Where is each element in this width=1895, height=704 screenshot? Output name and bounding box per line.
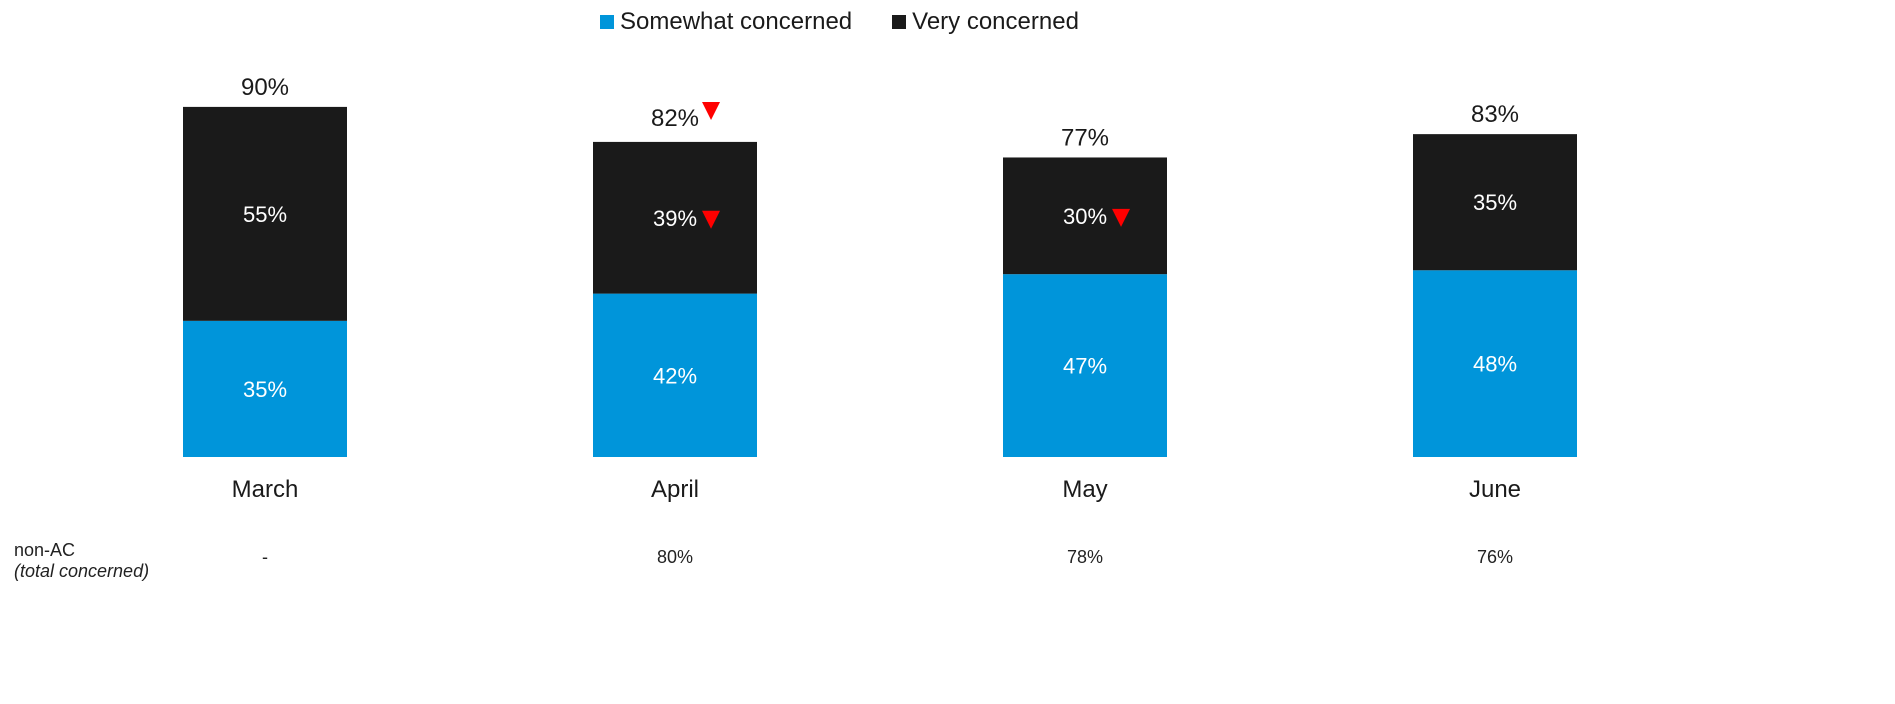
decrease-marker-total-april [702, 102, 721, 121]
data-label-somewhat-may: 47% [1063, 354, 1107, 379]
legend-item-somewhat: Somewhat concerned [600, 8, 852, 36]
legend-item-very: Very concerned [892, 8, 1079, 36]
data-label-somewhat-june: 48% [1473, 352, 1517, 377]
bar-very-may [1003, 157, 1167, 275]
non-ac-value-may: 78% [1067, 547, 1103, 567]
decrease-marker-very-may [1112, 208, 1131, 227]
bar-somewhat-april [593, 293, 757, 457]
total-label-may: 77% [1061, 124, 1109, 151]
non-ac-sublabel: (total concerned) [14, 561, 150, 581]
legend-swatch-very [892, 15, 907, 29]
legend-label-somewhat: Somewhat concerned [620, 8, 853, 35]
non-ac-row-label: non-AC (total concerned) [14, 540, 149, 582]
data-label-somewhat-april: 42% [653, 363, 697, 388]
non-ac-value-june: 76% [1477, 547, 1513, 567]
bar-very-march [183, 106, 347, 321]
total-label-june: 83% [1471, 101, 1519, 128]
bar-very-june [1413, 134, 1577, 271]
chart-legend: Somewhat concerned Very concerned [600, 8, 1119, 36]
non-ac-value-april: 80% [657, 547, 693, 567]
bar-somewhat-may [1003, 274, 1167, 457]
data-label-very-june: 35% [1473, 190, 1517, 215]
data-label-very-may: 30% [1063, 204, 1107, 229]
non-ac-label: non-AC [14, 540, 76, 560]
bar-somewhat-june [1413, 270, 1577, 457]
total-label-march: 90% [241, 74, 289, 101]
bar-somewhat-march [183, 320, 347, 457]
legend-swatch-somewhat [600, 15, 614, 29]
total-label-april: 82% [651, 105, 699, 132]
non-ac-value-march: - [262, 547, 268, 567]
data-label-very-april: 39% [653, 206, 697, 231]
category-label-march: March [232, 476, 299, 503]
decrease-marker-very-april [702, 210, 721, 229]
legend-label-very: Very concerned [912, 8, 1079, 35]
bar-very-april [593, 141, 757, 294]
data-label-somewhat-march: 35% [243, 377, 287, 402]
category-label-june: June [1469, 476, 1521, 503]
category-label-may: May [1062, 476, 1107, 503]
category-label-april: April [651, 476, 699, 503]
data-label-very-march: 55% [243, 202, 287, 227]
